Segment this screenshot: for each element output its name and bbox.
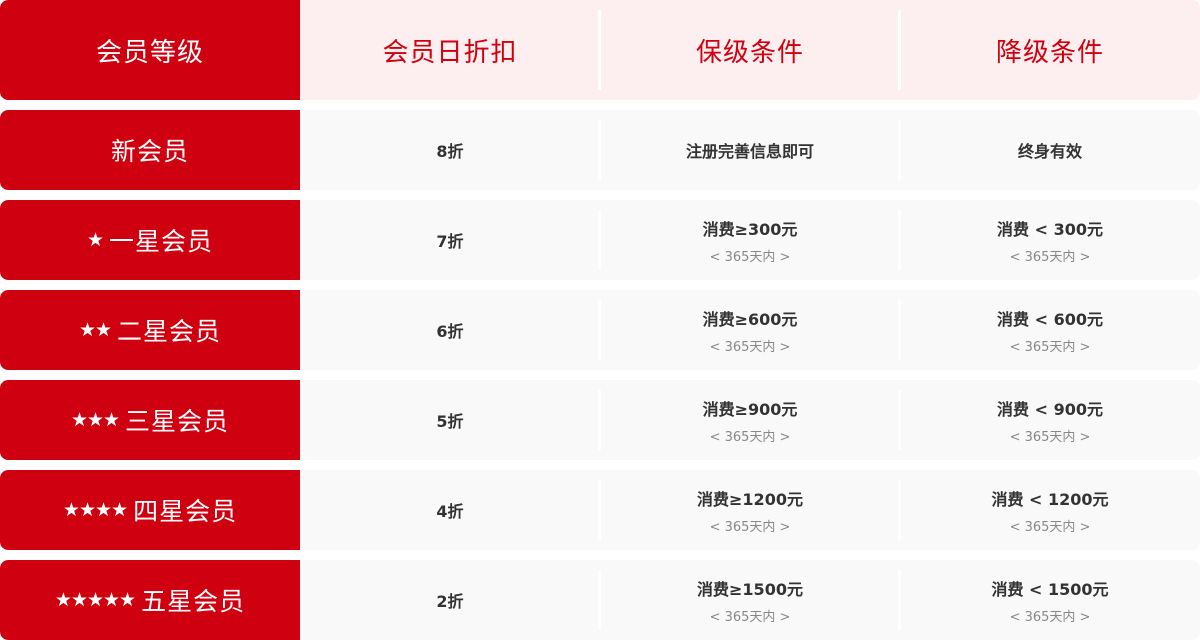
star-icon: ★★ bbox=[78, 319, 112, 341]
discount-value: 2折 bbox=[436, 592, 464, 611]
keep-period: < 365天内 > bbox=[709, 519, 791, 535]
downgrade-condition: 消费 < 300元 bbox=[997, 219, 1103, 239]
level-name: 四星会员 bbox=[133, 497, 238, 526]
star-icon: ★★★★ bbox=[62, 499, 128, 521]
discount-cell: 4折 bbox=[300, 470, 600, 550]
header-level: 会员等级 bbox=[0, 0, 300, 100]
keep-cell: 消费≥1200元 < 365天内 > bbox=[598, 470, 900, 550]
level-name: 新会员 bbox=[110, 137, 189, 166]
keep-cell: 消费≥600元 < 365天内 > bbox=[598, 290, 900, 370]
keep-period: < 365天内 > bbox=[709, 429, 791, 445]
downgrade-period: < 365天内 > bbox=[1009, 339, 1091, 355]
keep-cell: 消费≥900元 < 365天内 > bbox=[598, 380, 900, 460]
downgrade-cell: 消费 < 1500元 < 365天内 > bbox=[898, 560, 1200, 640]
table-row: ★★★★★ 五星会员 2折 消费≥1500元 < 365天内 > 消费 < 1500元 < … bbox=[0, 560, 1200, 640]
keep-condition: 注册完善信息即可 bbox=[685, 142, 814, 161]
discount-cell: 7折 bbox=[300, 200, 600, 280]
discount-value: 8折 bbox=[436, 142, 464, 161]
downgrade-cell: 消费 < 600元 < 365天内 > bbox=[898, 290, 1200, 370]
downgrade-condition: 消费 < 600元 bbox=[997, 309, 1103, 329]
downgrade-period: < 365天内 > bbox=[1009, 609, 1091, 625]
downgrade-cell: 消费 < 1200元 < 365天内 > bbox=[898, 470, 1200, 550]
header-keep: 保级条件 bbox=[598, 0, 900, 100]
header-downgrade: 降级条件 bbox=[898, 0, 1200, 100]
discount-cell: 5折 bbox=[300, 380, 600, 460]
level-name: 五星会员 bbox=[141, 587, 246, 616]
keep-condition: 消费≥1500元 bbox=[697, 579, 803, 599]
level-name: 一星会员 bbox=[109, 227, 214, 256]
table-row: ★★★ 三星会员 5折 消费≥900元 < 365天内 > 消费 < 900元 < 365天… bbox=[0, 380, 1200, 460]
keep-period: < 365天内 > bbox=[709, 339, 791, 355]
downgrade-condition: 终身有效 bbox=[1017, 142, 1082, 161]
table-row: ★★ 二星会员 6折 消费≥600元 < 365天内 > 消费 < 600元 < 365天内… bbox=[0, 290, 1200, 370]
keep-period: < 365天内 > bbox=[709, 249, 791, 265]
level-cell: ★★ 二星会员 bbox=[0, 290, 300, 370]
level-cell: ★★★★★ 五星会员 bbox=[0, 560, 300, 640]
level-cell: ★★★★ 四星会员 bbox=[0, 470, 300, 550]
level-cell: ★★★ 三星会员 bbox=[0, 380, 300, 460]
keep-period: < 365天内 > bbox=[709, 609, 791, 625]
downgrade-condition: 消费 < 1500元 bbox=[991, 579, 1109, 599]
downgrade-period: < 365天内 > bbox=[1009, 429, 1091, 445]
discount-value: 7折 bbox=[436, 232, 464, 251]
table-header: 会员等级 会员日折扣 保级条件 降级条件 bbox=[0, 0, 1200, 100]
keep-condition: 消费≥300元 bbox=[702, 219, 798, 239]
table-row: ★★★★ 四星会员 4折 消费≥1200元 < 365天内 > 消费 < 1200元 < 3… bbox=[0, 470, 1200, 550]
level-cell: 新会员 bbox=[0, 110, 300, 190]
keep-condition: 消费≥900元 bbox=[702, 399, 798, 419]
table-row: 新会员 8折 注册完善信息即可 终身有效 bbox=[0, 110, 1200, 190]
discount-value: 4折 bbox=[436, 502, 464, 521]
downgrade-period: < 365天内 > bbox=[1009, 249, 1091, 265]
keep-cell: 消费≥1500元 < 365天内 > bbox=[598, 560, 900, 640]
level-cell: ★ 一星会员 bbox=[0, 200, 300, 280]
discount-cell: 6折 bbox=[300, 290, 600, 370]
keep-condition: 消费≥1200元 bbox=[697, 489, 803, 509]
level-name: 三星会员 bbox=[125, 407, 230, 436]
downgrade-cell: 终身有效 bbox=[898, 110, 1200, 190]
star-icon: ★★★ bbox=[70, 409, 120, 431]
star-icon: ★ bbox=[86, 229, 104, 251]
discount-value: 6折 bbox=[436, 322, 464, 341]
header-discount: 会员日折扣 bbox=[382, 37, 518, 68]
keep-cell: 注册完善信息即可 bbox=[598, 110, 900, 190]
downgrade-condition: 消费 < 900元 bbox=[997, 399, 1103, 419]
keep-condition: 消费≥600元 bbox=[702, 309, 798, 329]
star-icon: ★★★★★ bbox=[54, 589, 136, 611]
discount-value: 5折 bbox=[436, 412, 464, 431]
downgrade-cell: 消费 < 300元 < 365天内 > bbox=[898, 200, 1200, 280]
downgrade-period: < 365天内 > bbox=[1009, 519, 1091, 535]
keep-cell: 消费≥300元 < 365天内 > bbox=[598, 200, 900, 280]
downgrade-condition: 消费 < 1200元 bbox=[991, 489, 1109, 509]
table-row: ★ 一星会员 7折 消费≥300元 < 365天内 > 消费 < 300元 < 365天内 … bbox=[0, 200, 1200, 280]
discount-cell: 2折 bbox=[300, 560, 600, 640]
level-name: 二星会员 bbox=[117, 317, 222, 346]
discount-cell: 8折 bbox=[300, 110, 600, 190]
downgrade-cell: 消费 < 900元 < 365天内 > bbox=[898, 380, 1200, 460]
